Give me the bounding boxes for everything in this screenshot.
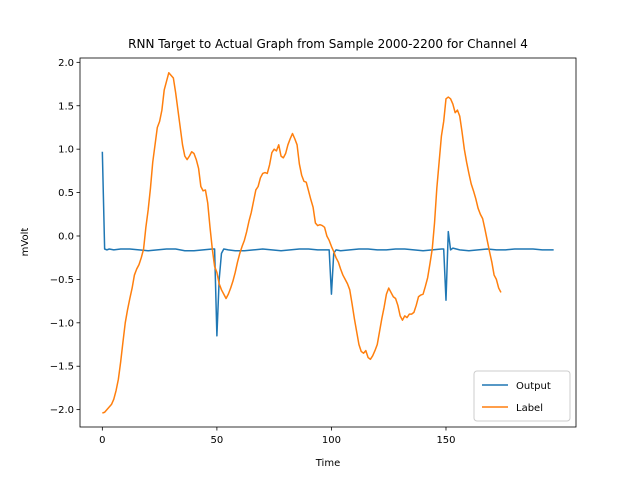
- series-line-label: [102, 72, 502, 414]
- x-tick-label: 100: [322, 435, 341, 446]
- y-tick-label: 1.0: [58, 145, 74, 156]
- chart-title: RNN Target to Actual Graph from Sample 2…: [128, 37, 528, 51]
- axes-frame: [79, 57, 577, 428]
- y-tick-label: −0.5: [50, 275, 74, 286]
- x-axis-label: Time: [315, 458, 340, 469]
- legend-label-output: Output: [516, 381, 551, 392]
- y-tick-label: −1.0: [50, 318, 74, 329]
- y-tick-label: 1.5: [58, 101, 74, 112]
- y-axis-label: mVolt: [20, 228, 31, 257]
- y-tick-label: −1.5: [50, 362, 74, 373]
- y-tick-label: −2.0: [50, 405, 74, 416]
- legend-label-label: Label: [516, 403, 543, 414]
- series-line-output: [101, 151, 554, 337]
- plot-area: 0 50 100 150 −2.0 −1.5 −1.0 −0.5 0.0 0.5 1.0 1.5 2.0: [50, 57, 577, 446]
- x-tick-label: 50: [211, 435, 224, 446]
- y-tick-label: 2.0: [58, 58, 74, 69]
- x-tick-label: 150: [436, 435, 455, 446]
- x-tick-label: 0: [99, 435, 105, 446]
- legend: Output Label: [473, 370, 571, 422]
- y-tick-label: 0.0: [58, 231, 74, 242]
- legend-box: [473, 370, 571, 422]
- y-tick-label: 0.5: [58, 188, 74, 199]
